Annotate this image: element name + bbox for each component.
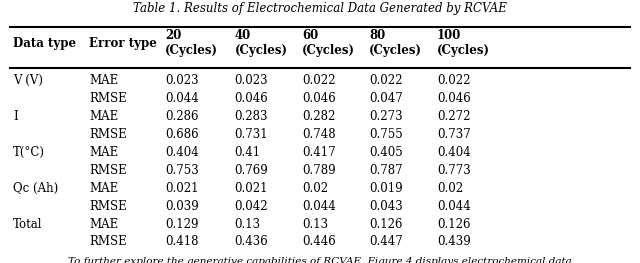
Text: 0.022: 0.022 — [437, 74, 470, 87]
Text: MAE: MAE — [89, 74, 118, 87]
Text: 0.046: 0.046 — [437, 92, 470, 105]
Text: 0.282: 0.282 — [302, 110, 335, 123]
Text: 0.789: 0.789 — [302, 164, 336, 177]
Text: 0.748: 0.748 — [302, 128, 336, 141]
Text: 0.042: 0.042 — [235, 200, 268, 213]
Text: 0.044: 0.044 — [437, 200, 470, 213]
Text: MAE: MAE — [89, 218, 118, 231]
Text: 0.404: 0.404 — [165, 146, 199, 159]
Text: 0.021: 0.021 — [165, 182, 198, 195]
Text: 0.044: 0.044 — [165, 92, 199, 105]
Text: Table 1. Results of Electrochemical Data Generated by RCVAE: Table 1. Results of Electrochemical Data… — [133, 2, 507, 15]
Text: 0.13: 0.13 — [235, 218, 260, 231]
Text: 0.446: 0.446 — [302, 235, 336, 249]
Text: 0.02: 0.02 — [302, 182, 328, 195]
Text: 0.043: 0.043 — [369, 200, 403, 213]
Text: 0.773: 0.773 — [437, 164, 470, 177]
Text: 0.404: 0.404 — [437, 146, 470, 159]
Text: 0.439: 0.439 — [437, 235, 470, 249]
Text: 0.273: 0.273 — [369, 110, 403, 123]
Text: To further explore the generative capabilities of RCVAE, Figure 4 displays elect: To further explore the generative capabi… — [68, 256, 572, 263]
Text: Data type: Data type — [13, 37, 77, 50]
Text: 0.769: 0.769 — [235, 164, 268, 177]
Text: 20
(Cycles): 20 (Cycles) — [165, 29, 218, 57]
Text: 0.023: 0.023 — [235, 74, 268, 87]
Text: 0.022: 0.022 — [369, 74, 403, 87]
Text: 0.731: 0.731 — [235, 128, 268, 141]
Text: MAE: MAE — [89, 146, 118, 159]
Text: Total: Total — [13, 218, 43, 231]
Text: I: I — [13, 110, 18, 123]
Text: 40
(Cycles): 40 (Cycles) — [235, 29, 287, 57]
Text: 0.787: 0.787 — [369, 164, 403, 177]
Text: 0.418: 0.418 — [165, 235, 198, 249]
Text: MAE: MAE — [89, 110, 118, 123]
Text: V (V): V (V) — [13, 74, 44, 87]
Text: 0.272: 0.272 — [437, 110, 470, 123]
Text: 0.044: 0.044 — [302, 200, 336, 213]
Text: T(°C): T(°C) — [13, 146, 45, 159]
Text: 0.753: 0.753 — [165, 164, 199, 177]
Text: 0.286: 0.286 — [165, 110, 198, 123]
Text: Qc (Ah): Qc (Ah) — [13, 182, 59, 195]
Text: 0.755: 0.755 — [369, 128, 403, 141]
Text: RMSE: RMSE — [89, 235, 127, 249]
Text: 0.126: 0.126 — [369, 218, 403, 231]
Text: 0.737: 0.737 — [437, 128, 470, 141]
Text: 0.022: 0.022 — [302, 74, 336, 87]
Text: 0.417: 0.417 — [302, 146, 336, 159]
Text: MAE: MAE — [89, 182, 118, 195]
Text: 0.41: 0.41 — [235, 146, 260, 159]
Text: 0.039: 0.039 — [165, 200, 199, 213]
Text: 0.046: 0.046 — [235, 92, 268, 105]
Text: 0.686: 0.686 — [165, 128, 199, 141]
Text: 0.046: 0.046 — [302, 92, 336, 105]
Text: 80
(Cycles): 80 (Cycles) — [369, 29, 422, 57]
Text: Error type: Error type — [89, 37, 157, 50]
Text: 0.126: 0.126 — [437, 218, 470, 231]
Text: 100
(Cycles): 100 (Cycles) — [437, 29, 490, 57]
Text: 60
(Cycles): 60 (Cycles) — [302, 29, 355, 57]
Text: 0.405: 0.405 — [369, 146, 403, 159]
Text: RMSE: RMSE — [89, 200, 127, 213]
Text: RMSE: RMSE — [89, 128, 127, 141]
Text: 0.13: 0.13 — [302, 218, 328, 231]
Text: RMSE: RMSE — [89, 92, 127, 105]
Text: 0.019: 0.019 — [369, 182, 403, 195]
Text: 0.447: 0.447 — [369, 235, 403, 249]
Text: 0.129: 0.129 — [165, 218, 198, 231]
Text: 0.02: 0.02 — [437, 182, 463, 195]
Text: RMSE: RMSE — [89, 164, 127, 177]
Text: 0.021: 0.021 — [235, 182, 268, 195]
Text: 0.047: 0.047 — [369, 92, 403, 105]
Text: 0.283: 0.283 — [235, 110, 268, 123]
Text: 0.436: 0.436 — [235, 235, 268, 249]
Text: 0.023: 0.023 — [165, 74, 199, 87]
